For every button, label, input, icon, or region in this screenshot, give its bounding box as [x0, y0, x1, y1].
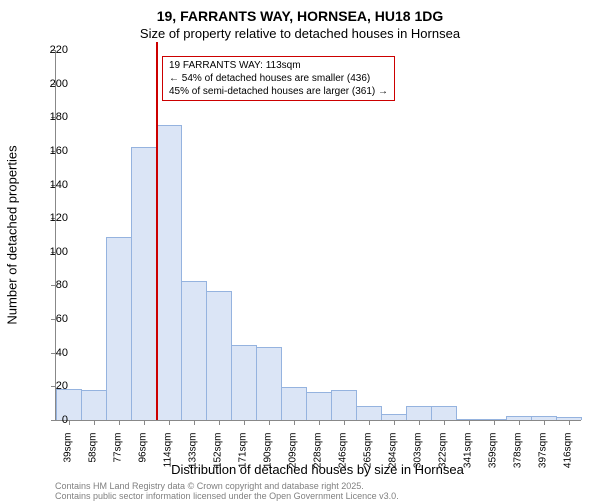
x-tick-label: 171sqm	[237, 433, 248, 473]
histogram-bar	[256, 347, 282, 420]
marker-line	[156, 42, 158, 420]
y-tick-label: 20	[56, 380, 68, 392]
x-tick-label: 416sqm	[562, 433, 573, 473]
x-tick-mark	[444, 420, 445, 425]
x-tick-label: 397sqm	[537, 433, 548, 473]
footer-line-2: Contains public sector information licen…	[55, 491, 399, 501]
y-tick-mark	[51, 420, 56, 421]
x-tick-mark	[344, 420, 345, 425]
histogram-bar	[56, 389, 82, 420]
x-tick-label: 341sqm	[462, 433, 473, 473]
y-axis-label: Number of detached properties	[5, 145, 20, 324]
x-tick-label: 190sqm	[262, 433, 273, 473]
annotation-line-1: 19 FARRANTS WAY: 113sqm	[169, 60, 301, 71]
y-tick-label: 120	[50, 212, 68, 224]
x-tick-label: 228sqm	[312, 433, 323, 473]
x-tick-label: 133sqm	[187, 433, 198, 473]
x-tick-mark	[94, 420, 95, 425]
y-tick-label: 160	[50, 145, 68, 157]
x-tick-label: 322sqm	[437, 433, 448, 473]
x-tick-mark	[269, 420, 270, 425]
histogram-bar	[231, 345, 257, 420]
x-tick-mark	[144, 420, 145, 425]
y-tick-label: 200	[50, 78, 68, 90]
x-tick-label: 58sqm	[87, 433, 98, 473]
x-tick-mark	[469, 420, 470, 425]
x-tick-mark	[244, 420, 245, 425]
x-tick-mark	[519, 420, 520, 425]
x-tick-mark	[394, 420, 395, 425]
x-tick-label: 114sqm	[162, 433, 173, 473]
x-tick-label: 284sqm	[387, 433, 398, 473]
y-tick-label: 100	[50, 246, 68, 258]
x-tick-mark	[294, 420, 295, 425]
histogram-bar	[81, 390, 107, 420]
histogram-bar	[431, 406, 457, 420]
x-tick-mark	[494, 420, 495, 425]
histogram-bar	[206, 291, 232, 420]
x-tick-label: 303sqm	[412, 433, 423, 473]
x-tick-mark	[169, 420, 170, 425]
x-tick-label: 39sqm	[62, 433, 73, 473]
histogram-chart: 19, FARRANTS WAY, HORNSEA, HU18 1DG Size…	[0, 0, 600, 500]
histogram-bar	[281, 387, 307, 420]
x-tick-label: 265sqm	[362, 433, 373, 473]
annotation-line-2: ← 54% of detached houses are smaller (43…	[169, 73, 370, 84]
histogram-bar	[181, 281, 207, 420]
histogram-bar	[106, 237, 132, 420]
x-tick-mark	[69, 420, 70, 425]
x-tick-label: 96sqm	[137, 433, 148, 473]
x-tick-mark	[319, 420, 320, 425]
y-tick-label: 60	[56, 313, 68, 325]
x-tick-mark	[544, 420, 545, 425]
x-tick-mark	[569, 420, 570, 425]
x-tick-mark	[119, 420, 120, 425]
chart-subtitle: Size of property relative to detached ho…	[0, 26, 600, 41]
chart-title: 19, FARRANTS WAY, HORNSEA, HU18 1DG	[0, 8, 600, 24]
x-tick-label: 152sqm	[212, 433, 223, 473]
histogram-bar	[331, 390, 357, 420]
x-tick-label: 359sqm	[487, 433, 498, 473]
x-tick-mark	[219, 420, 220, 425]
y-tick-label: 140	[50, 179, 68, 191]
x-tick-label: 77sqm	[112, 433, 123, 473]
histogram-bar	[356, 406, 382, 420]
x-tick-label: 209sqm	[287, 433, 298, 473]
annotation-box: 19 FARRANTS WAY: 113sqm ← 54% of detached…	[162, 56, 395, 101]
histogram-bar	[131, 147, 157, 420]
y-tick-label: 40	[56, 347, 68, 359]
footer-attribution: Contains HM Land Registry data © Crown c…	[55, 482, 399, 502]
annotation-line-3: 45% of semi-detached houses are larger (…	[169, 86, 388, 97]
x-tick-mark	[419, 420, 420, 425]
y-tick-label: 220	[50, 44, 68, 56]
x-tick-mark	[194, 420, 195, 425]
x-tick-mark	[369, 420, 370, 425]
y-tick-label: 180	[50, 111, 68, 123]
histogram-bar	[156, 125, 182, 420]
footer-line-1: Contains HM Land Registry data © Crown c…	[55, 481, 364, 491]
x-tick-label: 246sqm	[337, 433, 348, 473]
x-tick-label: 378sqm	[512, 433, 523, 473]
plot-area: 19 FARRANTS WAY: 113sqm ← 54% of detached…	[55, 50, 581, 421]
histogram-bar	[406, 406, 432, 420]
y-tick-label: 80	[56, 279, 68, 291]
y-tick-label: 0	[62, 414, 68, 426]
histogram-bar	[306, 392, 332, 420]
